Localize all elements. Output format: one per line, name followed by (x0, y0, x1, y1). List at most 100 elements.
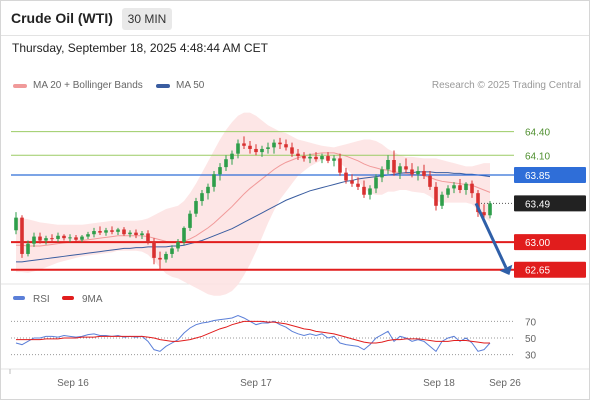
candle-body (80, 236, 84, 240)
candle (170, 245, 174, 258)
candle-body (122, 229, 126, 235)
candle-body (92, 231, 96, 235)
candle (362, 180, 366, 198)
candle (50, 234, 54, 243)
candle (104, 227, 108, 236)
candle-body (218, 167, 222, 175)
candle (410, 163, 414, 178)
candle-body (176, 242, 180, 249)
candle (380, 166, 384, 183)
candle-body (74, 237, 78, 240)
candle-body (464, 183, 468, 190)
legend-label-ma50: MA 50 (176, 80, 205, 91)
legend-label-ma20: MA 20 + Bollinger Bands (33, 80, 143, 91)
candle-body (404, 166, 408, 170)
header-bar: Crude Oil (WTI) 30 MIN (1, 1, 589, 36)
level-tag-62.65 (514, 261, 586, 278)
candle-body (32, 236, 36, 244)
candle (458, 178, 462, 194)
candle (416, 166, 420, 181)
candle (284, 139, 288, 151)
candle-body (56, 235, 60, 239)
candle-body (266, 147, 270, 149)
level-tag-63.00 (514, 234, 586, 251)
candle (224, 155, 228, 172)
candle-body (38, 236, 42, 241)
candle-body (452, 185, 456, 189)
candle (452, 182, 456, 194)
candle (254, 144, 258, 156)
candle-body (182, 227, 186, 243)
candle-body (332, 158, 336, 161)
level-label-63.00: 63.00 (525, 238, 550, 249)
candle-body (458, 185, 462, 190)
candle (32, 232, 36, 247)
candle-body (416, 171, 420, 175)
candle (44, 235, 48, 245)
candle-body (272, 142, 276, 148)
candle (272, 139, 276, 154)
timeframe-button[interactable]: 30 MIN (122, 8, 172, 30)
candle (212, 171, 216, 192)
candle (260, 145, 264, 157)
candle (98, 226, 102, 235)
legend-swatch-ma50 (156, 83, 170, 88)
candle-body (434, 186, 438, 206)
candle-body (398, 166, 402, 173)
candle (326, 152, 330, 164)
candle-body (308, 156, 312, 159)
candle (152, 238, 156, 265)
timestamp: Thursday, September 18, 2025 4:48:44 AM … (12, 41, 268, 55)
candle (332, 155, 336, 167)
candle (158, 251, 162, 270)
candle (164, 251, 168, 263)
candle-body (116, 229, 120, 232)
candle-body (230, 153, 234, 160)
rsi-ma-line (16, 320, 490, 344)
candle (134, 229, 138, 239)
candle (86, 231, 90, 239)
candle (464, 182, 468, 195)
level-label-62.65: 62.65 (525, 266, 550, 277)
candle (422, 164, 426, 179)
candle (56, 232, 60, 243)
candle-body (134, 232, 138, 235)
legend-ma50: MA 50 (156, 80, 204, 91)
candle-body (410, 169, 414, 175)
candle-body (296, 153, 300, 157)
candle-body (368, 188, 372, 195)
candle (356, 177, 360, 190)
candle-body (374, 177, 378, 189)
candle (296, 148, 300, 160)
candle (350, 174, 354, 187)
candle-body (146, 233, 150, 243)
candle-body (338, 158, 342, 173)
candle-body (50, 238, 54, 240)
candle (404, 158, 408, 173)
candle (230, 150, 234, 165)
candle (302, 152, 306, 162)
candle (374, 174, 378, 194)
candle-body (476, 193, 480, 213)
x-tick-label-sep-17: Sep 17 (240, 378, 272, 389)
candle (116, 227, 120, 235)
candle-body (20, 217, 24, 254)
candle (92, 227, 96, 238)
candle-body (152, 242, 156, 258)
candle (128, 230, 132, 238)
candle (488, 201, 492, 219)
candle (14, 212, 18, 235)
candle (80, 235, 84, 243)
candle-body (254, 148, 258, 153)
candle (314, 152, 318, 162)
candle-body (206, 186, 210, 194)
instrument-title: Crude Oil (WTI) (11, 10, 113, 26)
candle (176, 238, 180, 252)
candle-body (386, 160, 390, 170)
candle (320, 153, 324, 164)
candle-body (164, 253, 168, 260)
candle-body (242, 143, 246, 146)
candle (194, 197, 198, 217)
rsi-legend-swatch-9MA (62, 296, 74, 300)
